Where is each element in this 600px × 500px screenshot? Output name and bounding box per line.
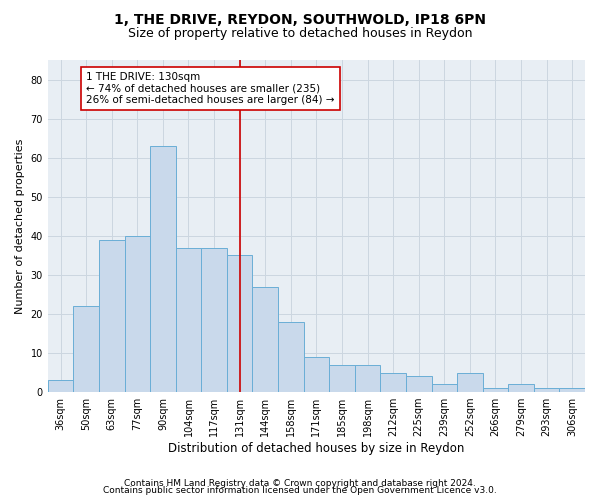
Bar	[559, 388, 585, 392]
Bar	[150, 146, 176, 392]
Bar	[431, 384, 457, 392]
Text: 1, THE DRIVE, REYDON, SOUTHWOLD, IP18 6PN: 1, THE DRIVE, REYDON, SOUTHWOLD, IP18 6P…	[114, 12, 486, 26]
Bar	[48, 380, 73, 392]
Bar	[99, 240, 125, 392]
Bar	[201, 248, 227, 392]
Bar	[482, 388, 508, 392]
Text: Contains HM Land Registry data © Crown copyright and database right 2024.: Contains HM Land Registry data © Crown c…	[124, 478, 476, 488]
Bar	[534, 388, 559, 392]
Text: 1 THE DRIVE: 130sqm
← 74% of detached houses are smaller (235)
26% of semi-detac: 1 THE DRIVE: 130sqm ← 74% of detached ho…	[86, 72, 335, 105]
Bar	[355, 364, 380, 392]
Text: Contains public sector information licensed under the Open Government Licence v3: Contains public sector information licen…	[103, 486, 497, 495]
Bar	[329, 364, 355, 392]
Bar	[253, 286, 278, 392]
Bar	[73, 306, 99, 392]
X-axis label: Distribution of detached houses by size in Reydon: Distribution of detached houses by size …	[168, 442, 464, 455]
Bar	[304, 357, 329, 392]
Bar	[380, 372, 406, 392]
Bar	[278, 322, 304, 392]
Bar	[227, 256, 253, 392]
Bar	[406, 376, 431, 392]
Y-axis label: Number of detached properties: Number of detached properties	[15, 138, 25, 314]
Text: Size of property relative to detached houses in Reydon: Size of property relative to detached ho…	[128, 28, 472, 40]
Bar	[508, 384, 534, 392]
Bar	[176, 248, 201, 392]
Bar	[457, 372, 482, 392]
Bar	[125, 236, 150, 392]
